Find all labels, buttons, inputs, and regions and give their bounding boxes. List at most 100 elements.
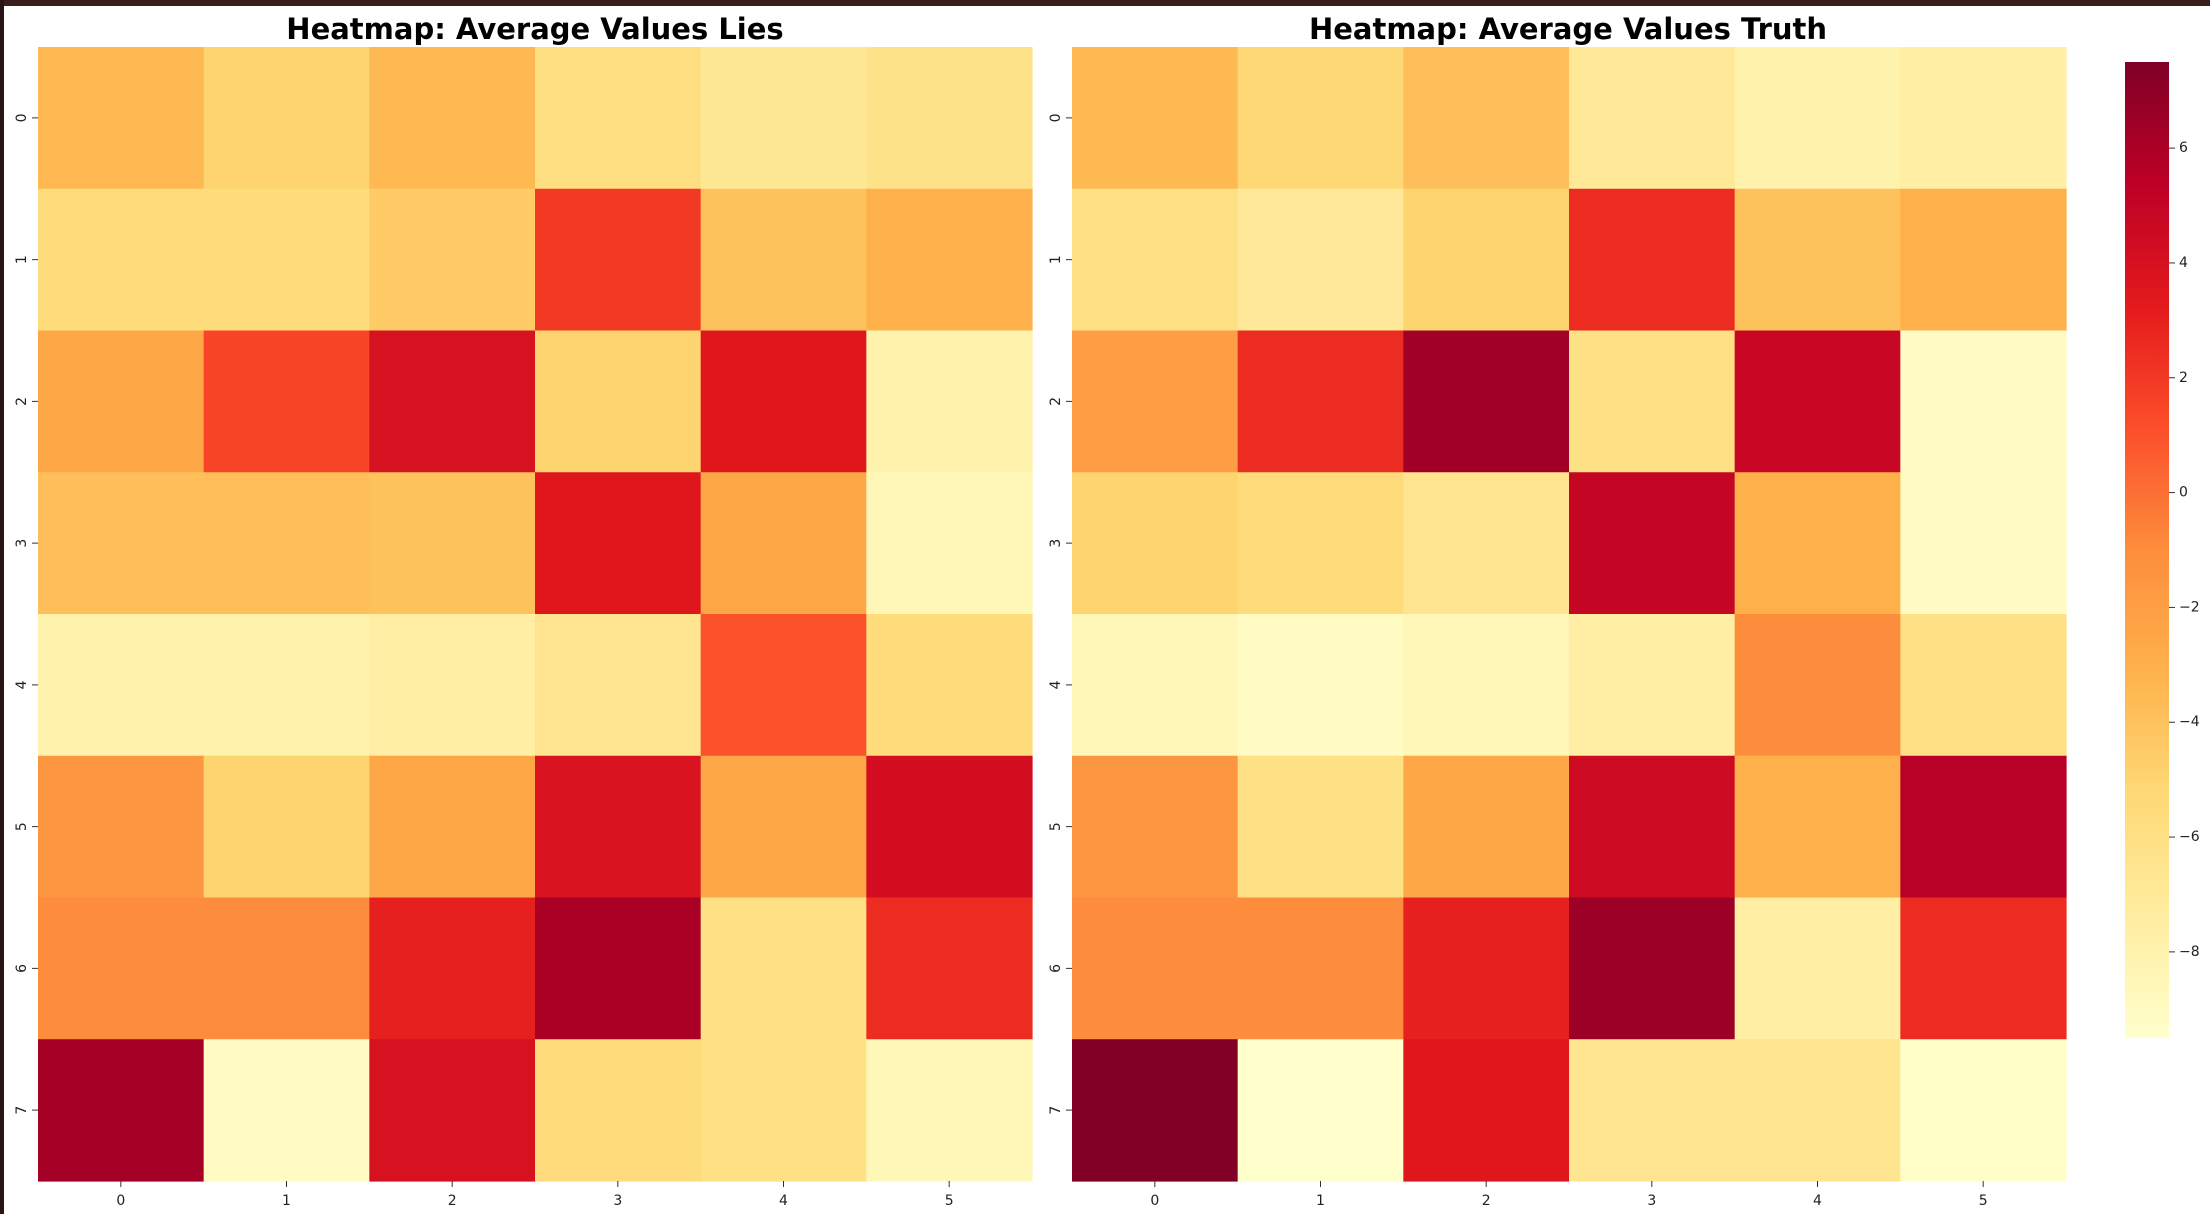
colorbar-tick-label: 2 xyxy=(2179,370,2188,386)
x-tick-label: 2 xyxy=(448,1193,457,1209)
heatmap-cell xyxy=(369,755,536,899)
heatmap-cell xyxy=(1072,188,1239,332)
colorbar-tick-label: −6 xyxy=(2179,829,2200,845)
colorbar-ticks: 6 4 2 0 −2 −4 −6 −8 xyxy=(2169,140,2200,960)
heatmap-cell xyxy=(866,47,1033,190)
y-tick-label: 3 xyxy=(14,539,30,548)
heatmap-cell xyxy=(1072,47,1239,190)
heatmap-cell xyxy=(1569,1039,1736,1182)
heatmap-cell xyxy=(1900,188,2067,332)
heatmap-cell xyxy=(203,472,370,615)
heatmap-cell xyxy=(1734,188,1901,332)
heatmap-cell xyxy=(1734,897,1901,1040)
heatmap-cell xyxy=(369,614,536,757)
heatmap-cell xyxy=(866,755,1033,899)
heatmap-cell xyxy=(1900,614,2067,757)
colorbar: 6 4 2 0 −2 −4 −6 −8 xyxy=(2125,62,2200,1038)
heatmap-cell xyxy=(203,1039,370,1182)
heatmap-cell xyxy=(38,472,205,615)
x-tick-label: 3 xyxy=(1647,1193,1656,1209)
heatmap-cell xyxy=(866,330,1033,473)
heatmap-cell xyxy=(1569,755,1736,899)
heatmap-cell xyxy=(1237,330,1404,473)
y-tick-label: 7 xyxy=(14,1106,30,1115)
heatmap-cell xyxy=(535,188,702,332)
colorbar-tick-label: −8 xyxy=(2179,944,2200,960)
heatmap-cell xyxy=(38,188,205,332)
colorbar-tick-label: −2 xyxy=(2179,599,2200,615)
x-tick-label: 0 xyxy=(1150,1193,1159,1209)
heatmap-cell xyxy=(1734,472,1901,615)
heatmap-cell xyxy=(700,614,867,757)
heatmap-cell xyxy=(1072,897,1239,1040)
heatmap-cell xyxy=(1403,614,1570,757)
heatmap-cell xyxy=(866,188,1033,332)
window-left-edge xyxy=(0,0,4,1214)
heatmap-cell xyxy=(203,755,370,899)
heatmap-cell xyxy=(700,1039,867,1182)
y-tick-label: 2 xyxy=(14,397,30,406)
heatmap-cell xyxy=(369,47,536,190)
heatmap-cell xyxy=(1569,188,1736,332)
heatmap-cell xyxy=(38,897,205,1040)
heatmap-cell xyxy=(369,1039,536,1182)
heatmap-cell xyxy=(700,188,867,332)
heatmap-cell xyxy=(38,755,205,899)
x-tick-label: 5 xyxy=(1979,1193,1988,1209)
heatmap-truth-y-ticks: 0 1 2 3 4 5 6 7 xyxy=(1048,113,1072,1115)
y-tick-label: 1 xyxy=(1048,255,1064,264)
heatmap-cell xyxy=(535,330,702,473)
colorbar-tick-label: 4 xyxy=(2179,255,2188,271)
colorbar-tick-label: −4 xyxy=(2179,714,2200,730)
heatmap-cell xyxy=(1403,188,1570,332)
colorbar-tick-label: 6 xyxy=(2179,140,2188,156)
heatmap-truth-cells xyxy=(1072,47,2067,1182)
y-tick-label: 4 xyxy=(14,680,30,689)
colorbar-tick-label: 0 xyxy=(2179,485,2188,501)
heatmap-cell xyxy=(1237,1039,1404,1182)
y-tick-label: 0 xyxy=(14,113,30,122)
heatmap-cell xyxy=(535,614,702,757)
heatmap-cell xyxy=(1403,330,1570,473)
heatmap-cell xyxy=(369,472,536,615)
heatmap-cell xyxy=(1237,755,1404,899)
heatmap-cell xyxy=(38,1039,205,1182)
y-tick-label: 4 xyxy=(1048,680,1064,689)
heatmap-cell xyxy=(535,897,702,1040)
heatmap-cell xyxy=(203,330,370,473)
heatmap-cell xyxy=(700,47,867,190)
heatmap-cell xyxy=(1900,472,2067,615)
heatmap-cell xyxy=(203,47,370,190)
heatmap-cell xyxy=(1403,472,1570,615)
heatmap-cell xyxy=(700,897,867,1040)
x-tick-label: 5 xyxy=(945,1193,954,1209)
heatmap-lies-title: Heatmap: Average Values Lies xyxy=(286,12,783,46)
heatmap-cell xyxy=(203,188,370,332)
heatmap-cell xyxy=(866,1039,1033,1182)
heatmap-cell xyxy=(1734,1039,1901,1182)
y-tick-label: 1 xyxy=(14,255,30,264)
heatmap-cell xyxy=(369,897,536,1040)
heatmap-cell xyxy=(1237,47,1404,190)
heatmap-cell xyxy=(1569,614,1736,757)
heatmap-cell xyxy=(700,472,867,615)
y-tick-label: 0 xyxy=(1048,113,1064,122)
heatmap-cell xyxy=(1734,755,1901,899)
heatmap-cell xyxy=(1900,47,2067,190)
heatmap-cell xyxy=(535,472,702,615)
heatmap-truth-x-ticks: 0 1 2 3 4 5 xyxy=(1150,1181,1988,1209)
heatmap-cell xyxy=(1569,472,1736,615)
x-tick-label: 1 xyxy=(1316,1193,1325,1209)
heatmap-cell xyxy=(1072,472,1239,615)
y-tick-label: 2 xyxy=(1048,397,1064,406)
y-tick-label: 3 xyxy=(1048,539,1064,548)
heatmap-truth-title: Heatmap: Average Values Truth xyxy=(1309,12,1827,46)
x-tick-label: 2 xyxy=(1482,1193,1491,1209)
y-tick-label: 5 xyxy=(1048,822,1064,831)
heatmap-cell xyxy=(535,755,702,899)
heatmap-cell xyxy=(203,897,370,1040)
heatmap-cell xyxy=(1900,330,2067,473)
window-top-strip xyxy=(0,0,2210,6)
heatmap-lies-x-ticks: 0 1 2 3 4 5 xyxy=(116,1181,954,1209)
